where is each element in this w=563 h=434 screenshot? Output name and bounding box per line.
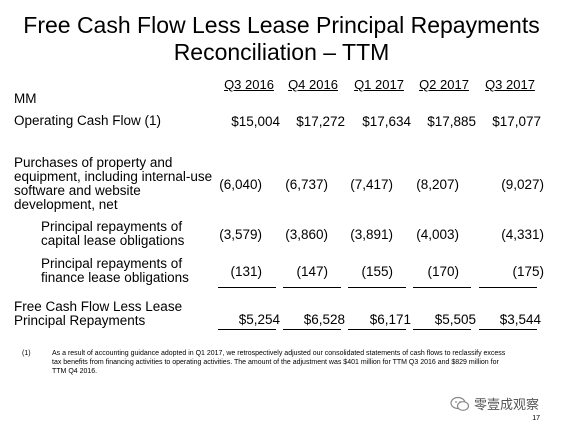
row-label-line: Purchases of property and: [14, 155, 173, 170]
cell-value: (7,417): [350, 177, 393, 192]
cell-value: $15,004: [231, 114, 280, 129]
total-rule: [413, 329, 471, 330]
column-header-q3-2016: Q3 2016: [224, 77, 274, 92]
cell-value: (9,027): [501, 177, 544, 192]
cell-value: $3,544: [499, 312, 541, 327]
cell-value: (3,891): [350, 227, 393, 242]
column-header-q2-2017: Q2 2017: [419, 77, 469, 92]
row-label-finance-lease: Principal repayments of finance lease ob…: [41, 257, 189, 285]
subtotal-rule: [413, 287, 471, 288]
watermark: 零壹成观察: [450, 394, 539, 413]
row-label-free-cash-flow: Free Cash Flow Less Lease Principal Repa…: [14, 300, 182, 328]
row-label-line: software and website: [14, 183, 141, 198]
slide-title-line2: Reconciliation – TTM: [173, 39, 390, 65]
row-label-line: finance lease obligations: [41, 270, 189, 285]
cell-value: $17,077: [492, 114, 541, 129]
subtotal-rule: [283, 287, 341, 288]
row-label-line: Operating Cash Flow (1): [14, 113, 162, 128]
row-label-line: equipment, including internal-use: [14, 169, 213, 184]
cell-value: (170): [427, 264, 459, 279]
cell-value: (175): [512, 264, 544, 279]
cell-value: (155): [361, 264, 393, 279]
column-header-q1-2017: Q1 2017: [354, 77, 404, 92]
cell-value: (4,003): [416, 227, 459, 242]
slide-title-line1: Free Cash Flow Less Lease Principal Repa…: [23, 12, 540, 38]
wechat-icon: [450, 396, 470, 411]
subtotal-rule: [218, 287, 276, 288]
column-header-q4-2016: Q4 2016: [288, 77, 338, 92]
total-rule: [348, 329, 406, 330]
subtotal-rule: [348, 287, 406, 288]
footnote-text: As a result of accounting guidance adopt…: [52, 350, 506, 375]
watermark-text: 零壹成观察: [474, 397, 540, 412]
cell-value: $6,528: [303, 312, 345, 327]
cell-value: (131): [230, 264, 262, 279]
row-label-purchases-of-property: Purchases of property and equipment, inc…: [14, 156, 212, 212]
row-label-line: development, net: [14, 197, 118, 212]
row-label-line: capital lease obligations: [41, 233, 185, 248]
cell-value: (8,207): [416, 177, 459, 192]
cell-value: (3,860): [285, 227, 328, 242]
cell-value: $5,505: [434, 312, 476, 327]
row-label-line: Free Cash Flow Less Lease: [14, 299, 183, 314]
cell-value: $17,634: [362, 114, 411, 129]
cell-value: $5,254: [238, 312, 280, 327]
total-rule: [218, 329, 276, 330]
cell-value: (6,737): [285, 177, 328, 192]
column-header-q3-2017: Q3 2017: [485, 77, 535, 92]
footnote-marker: (1): [22, 350, 31, 357]
total-rule: [283, 329, 341, 330]
cell-value: (6,040): [219, 177, 262, 192]
row-label-line: Principal repayments of: [41, 256, 183, 271]
cell-value: $6,171: [369, 312, 411, 327]
row-label-capital-lease: Principal repayments of capital lease ob…: [41, 220, 184, 248]
cell-value: (3,579): [219, 227, 262, 242]
row-label-operating-cash-flow: Operating Cash Flow (1): [14, 114, 161, 128]
units-label: MM: [14, 91, 37, 106]
total-rule: [479, 329, 537, 330]
row-label-line: Principal Repayments: [14, 313, 146, 328]
subtotal-rule: [479, 287, 537, 288]
cell-value: (4,331): [501, 227, 544, 242]
cell-value: $17,272: [296, 114, 345, 129]
cell-value: (147): [296, 264, 328, 279]
row-label-line: Principal repayments of: [41, 219, 183, 234]
page-number: 17: [532, 415, 540, 422]
cell-value: $17,885: [427, 114, 476, 129]
